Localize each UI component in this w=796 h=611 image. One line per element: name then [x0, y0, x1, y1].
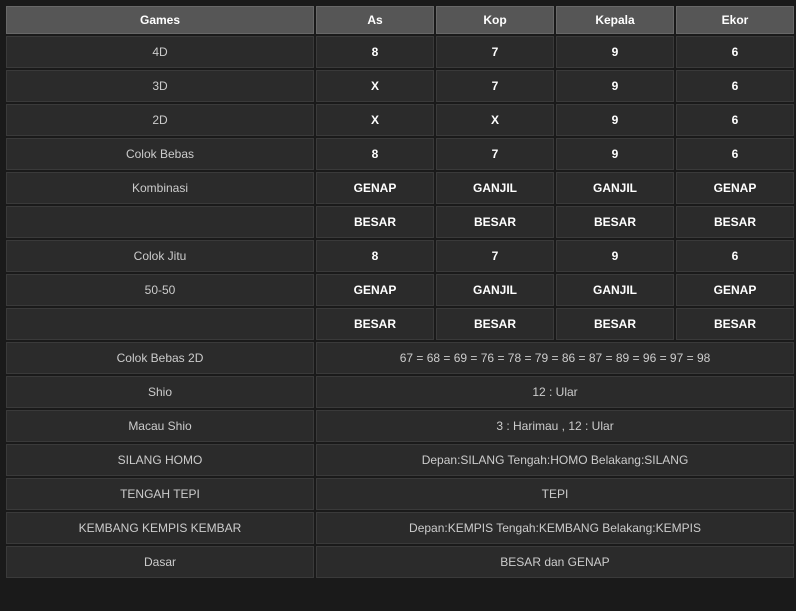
cell-kepala: 9	[556, 240, 674, 272]
cell-ekor: GENAP	[676, 274, 794, 306]
cell-kepala: 9	[556, 104, 674, 136]
game-label: TENGAH TEPI	[6, 478, 314, 510]
cell-kop: BESAR	[436, 308, 554, 340]
cell-value: 12 : Ular	[316, 376, 794, 408]
header-ekor: Ekor	[676, 6, 794, 34]
cell-ekor: GENAP	[676, 172, 794, 204]
header-row: Games As Kop Kepala Ekor	[6, 6, 794, 34]
cell-kepala: BESAR	[556, 206, 674, 238]
table-row: KEMBANG KEMPIS KEMBAR Depan:KEMPIS Tenga…	[6, 512, 794, 544]
cell-value: 3 : Harimau , 12 : Ular	[316, 410, 794, 442]
cell-ekor: 6	[676, 104, 794, 136]
game-label	[6, 308, 314, 340]
cell-as: X	[316, 70, 434, 102]
table-row: Macau Shio 3 : Harimau , 12 : Ular	[6, 410, 794, 442]
cell-ekor: 6	[676, 36, 794, 68]
cell-as: 8	[316, 240, 434, 272]
cell-kop: GANJIL	[436, 172, 554, 204]
game-label: 3D	[6, 70, 314, 102]
cell-as: 8	[316, 36, 434, 68]
cell-value: Depan:SILANG Tengah:HOMO Belakang:SILANG	[316, 444, 794, 476]
cell-value: Depan:KEMPIS Tengah:KEMBANG Belakang:KEM…	[316, 512, 794, 544]
cell-kop: BESAR	[436, 206, 554, 238]
table-row: Colok Jitu 8 7 9 6	[6, 240, 794, 272]
game-label: 2D	[6, 104, 314, 136]
cell-value: 67 = 68 = 69 = 76 = 78 = 79 = 86 = 87 = …	[316, 342, 794, 374]
cell-kepala: GANJIL	[556, 172, 674, 204]
cell-as: 8	[316, 138, 434, 170]
game-label: Shio	[6, 376, 314, 408]
cell-kepala: 9	[556, 70, 674, 102]
cell-kepala: GANJIL	[556, 274, 674, 306]
game-label: Dasar	[6, 546, 314, 578]
game-label: 50-50	[6, 274, 314, 306]
cell-value: TEPI	[316, 478, 794, 510]
cell-as: BESAR	[316, 206, 434, 238]
game-label: Macau Shio	[6, 410, 314, 442]
header-as: As	[316, 6, 434, 34]
table-row: Dasar BESAR dan GENAP	[6, 546, 794, 578]
game-label: Colok Jitu	[6, 240, 314, 272]
table-row: 4D 8 7 9 6	[6, 36, 794, 68]
table-row: Colok Bebas 2D 67 = 68 = 69 = 76 = 78 = …	[6, 342, 794, 374]
table-row: Shio 12 : Ular	[6, 376, 794, 408]
cell-as: GENAP	[316, 274, 434, 306]
cell-value: BESAR dan GENAP	[316, 546, 794, 578]
cell-ekor: BESAR	[676, 206, 794, 238]
cell-kepala: BESAR	[556, 308, 674, 340]
game-label: KEMBANG KEMPIS KEMBAR	[6, 512, 314, 544]
cell-ekor: BESAR	[676, 308, 794, 340]
game-label	[6, 206, 314, 238]
table-row: 50-50 GENAP GANJIL GANJIL GENAP	[6, 274, 794, 306]
cell-ekor: 6	[676, 138, 794, 170]
table-row: BESAR BESAR BESAR BESAR	[6, 308, 794, 340]
table-row: 2D X X 9 6	[6, 104, 794, 136]
table-row: Colok Bebas 8 7 9 6	[6, 138, 794, 170]
cell-as: GENAP	[316, 172, 434, 204]
cell-kop: GANJIL	[436, 274, 554, 306]
game-label: Colok Bebas	[6, 138, 314, 170]
table-row: Kombinasi GENAP GANJIL GANJIL GENAP	[6, 172, 794, 204]
game-label: Colok Bebas 2D	[6, 342, 314, 374]
game-label: SILANG HOMO	[6, 444, 314, 476]
table-row: 3D X 7 9 6	[6, 70, 794, 102]
cell-kop: X	[436, 104, 554, 136]
game-label: Kombinasi	[6, 172, 314, 204]
cell-kop: 7	[436, 138, 554, 170]
lottery-table: Games As Kop Kepala Ekor 4D 8 7 9 6 3D X…	[4, 4, 796, 580]
header-kop: Kop	[436, 6, 554, 34]
cell-kop: 7	[436, 36, 554, 68]
table-row: SILANG HOMO Depan:SILANG Tengah:HOMO Bel…	[6, 444, 794, 476]
table-row: BESAR BESAR BESAR BESAR	[6, 206, 794, 238]
cell-kop: 7	[436, 70, 554, 102]
cell-kop: 7	[436, 240, 554, 272]
header-kepala: Kepala	[556, 6, 674, 34]
game-label: 4D	[6, 36, 314, 68]
cell-kepala: 9	[556, 138, 674, 170]
cell-kepala: 9	[556, 36, 674, 68]
cell-as: X	[316, 104, 434, 136]
cell-ekor: 6	[676, 240, 794, 272]
table-row: TENGAH TEPI TEPI	[6, 478, 794, 510]
cell-as: BESAR	[316, 308, 434, 340]
header-games: Games	[6, 6, 314, 34]
cell-ekor: 6	[676, 70, 794, 102]
